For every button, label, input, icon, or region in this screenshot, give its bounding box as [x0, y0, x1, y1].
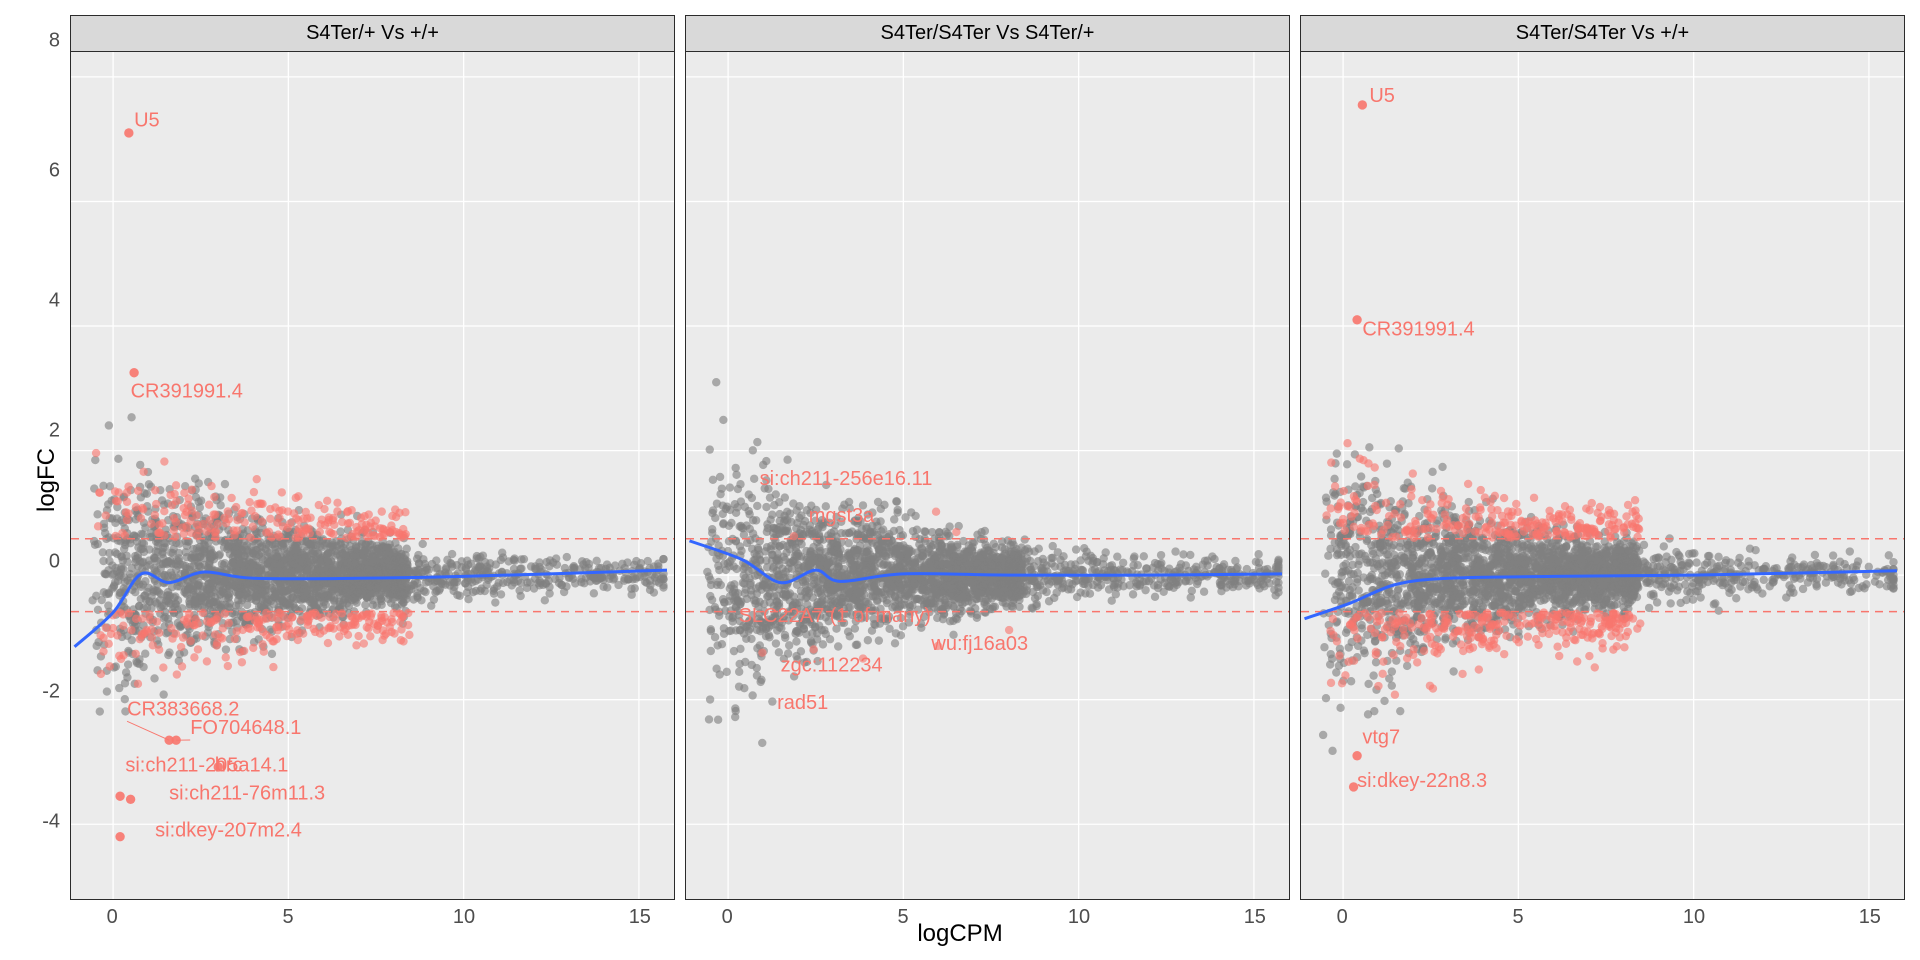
x-tick-label: 0: [107, 906, 118, 929]
panel-body: U5CR391991.4CR383668.2FO704648.1si:ch211…: [70, 52, 675, 900]
panel-svg: si:ch211-256e16.11 mgst3a SLC22A7 (1 of ma…: [686, 52, 1289, 899]
panel-body: si:ch211-256e16.11 mgst3a SLC22A7 (1 of ma…: [685, 52, 1290, 900]
gene-label: si:ch211-256e16.11: [760, 468, 933, 490]
facet-strip-label: S4Ter/+ Vs +/+: [70, 15, 675, 52]
gene-label: vtg7: [1362, 726, 1400, 748]
facet-panel: S4Ter/S4Ter Vs +/+ U5 CR391991.4 vtg7 si:dke…: [1300, 15, 1905, 900]
facet-panel: S4Ter/S4Ter Vs S4Ter/+si:ch211-256e16.11…: [685, 15, 1290, 900]
gene-label: U5: [134, 110, 160, 132]
x-tick-label: 5: [283, 906, 294, 929]
gene-label: FO704648.1: [190, 717, 301, 739]
x-tick-label: 5: [898, 906, 909, 929]
y-tick-label: 0: [49, 550, 60, 573]
gene-label: SLC22A7 (1 of many): [739, 605, 931, 627]
y-axis-ticks: -4 -2 0 2 4 6 8: [24, 15, 64, 900]
labeled-point: [1358, 100, 1367, 109]
gene-label: mgst3a: [809, 505, 875, 527]
gene-label: CR391991.4: [1362, 318, 1474, 340]
gene-label: wu:fj16a03: [930, 633, 1028, 655]
y-tick-label: 6: [49, 160, 60, 183]
gene-label: si:dkey-22n8.3: [1357, 770, 1487, 792]
ma-plot-faceted: logFC logCPM S4Ter/+ Vs +/+U5CR391991.4C…: [0, 0, 1920, 960]
x-tick-label: 10: [453, 906, 475, 929]
x-axis-ticks: 0 5 10 15: [1300, 906, 1905, 932]
panel-svg: U5 CR391991.4 vtg7 si:dkey-22n8.3: [1301, 52, 1904, 899]
labeled-point: [1352, 751, 1361, 760]
panel-body: U5 CR391991.4 vtg7 si:dkey-22n8.3: [1300, 52, 1905, 900]
gene-label: si:ch211-76m11.3: [169, 782, 325, 804]
y-tick-label: 4: [49, 290, 60, 313]
facet-panel: S4Ter/+ Vs +/+U5CR391991.4CR383668.2FO70…: [70, 15, 675, 900]
y-tick-label: 2: [49, 420, 60, 443]
gene-label: hrc: [215, 754, 243, 776]
gene-label: rad51: [777, 692, 828, 714]
labeled-point: [124, 128, 133, 137]
gene-label: U5: [1369, 85, 1395, 107]
x-tick-label: 10: [1068, 906, 1090, 929]
facet-strip-label: S4Ter/S4Ter Vs S4Ter/+: [685, 15, 1290, 52]
x-tick-label: 15: [1859, 906, 1881, 929]
x-axis-ticks: 0 5 10 15: [685, 906, 1290, 932]
y-tick-label: -2: [42, 680, 60, 703]
x-tick-label: 0: [722, 906, 733, 929]
y-tick-label: 8: [49, 30, 60, 53]
points-nonsig: [1319, 443, 1898, 755]
labeled-point: [1352, 315, 1361, 324]
x-tick-label: 15: [1244, 906, 1266, 929]
labeled-point: [115, 832, 124, 841]
x-tick-label: 10: [1683, 906, 1705, 929]
gene-label: zgc:112234: [781, 655, 883, 677]
labeled-point: [129, 368, 138, 377]
gene-label: si:dkey-207m2.4: [155, 820, 302, 842]
y-tick-label: -4: [42, 810, 60, 833]
x-axis-ticks: 0 5 10 15: [70, 906, 675, 932]
facet-strip-label: S4Ter/S4Ter Vs +/+: [1300, 15, 1905, 52]
plot-area: S4Ter/+ Vs +/+U5CR391991.4CR383668.2FO70…: [70, 15, 1905, 900]
x-tick-label: 15: [629, 906, 651, 929]
panel-svg: U5CR391991.4CR383668.2FO704648.1si:ch211…: [71, 52, 674, 899]
gene-label: si:ch211-205a14.1: [125, 754, 288, 776]
points-nonsig: [88, 413, 667, 716]
labeled-point: [126, 795, 135, 804]
gene-label: CR391991.4: [131, 381, 243, 403]
x-tick-label: 5: [1513, 906, 1524, 929]
labeled-point: [115, 792, 124, 801]
x-tick-label: 0: [1337, 906, 1348, 929]
